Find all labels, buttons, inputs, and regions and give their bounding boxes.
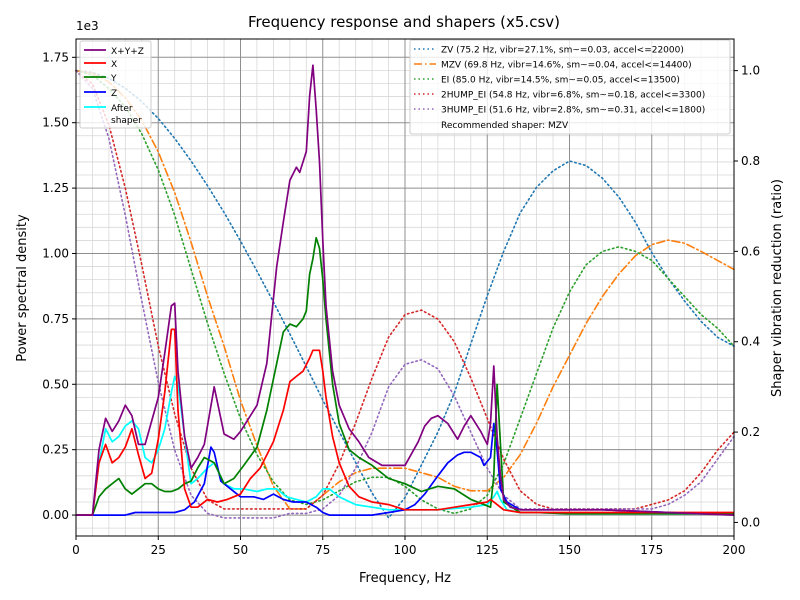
y2-axis-label: Shaper vibration reduction (ratio) (770, 179, 785, 397)
x-tick-label: 150 (558, 543, 581, 557)
x-tick-label: 200 (723, 543, 746, 557)
y-tick-label: 0.00 (42, 508, 69, 522)
recommended-shaper-label: Recommended shaper: MZV (441, 121, 569, 131)
axis-ticks: 0 25 50 75 100 125 150 175 200 0.00 0.25 0.50 0.75 1.… (42, 50, 760, 557)
psd-legend-label: Z (111, 89, 117, 99)
x-tick-label: 75 (315, 543, 330, 557)
x-tick-label: 50 (233, 543, 248, 557)
y2-tick-label: 1.0 (741, 64, 760, 78)
y2-tick-label: 0.6 (741, 244, 760, 258)
psd-line-y (76, 236, 734, 516)
y-tick-label: 0.25 (42, 443, 69, 457)
shaper-legend-box (409, 39, 731, 135)
psd-line-x-y-z (76, 64, 735, 516)
y-tick-label: 0.50 (42, 377, 69, 391)
shaper-line-mzv (75, 69, 735, 510)
y2-tick-label: 0.8 (741, 154, 760, 168)
psd-legend-label: X (111, 60, 117, 70)
psd-legend-label: After (111, 104, 133, 114)
shaper-line-3hump-ei (75, 69, 735, 519)
y2-tick-label: 0.4 (741, 335, 760, 349)
shaper-legend-label: EI (85.0 Hz, vibr=14.5%, sm~=0.05, accel… (441, 76, 680, 86)
y2-tick-label: 0.2 (741, 425, 760, 439)
x-tick-label: 125 (476, 543, 499, 557)
y-tick-label: 1.25 (42, 181, 69, 195)
x-tick-label: 175 (640, 543, 663, 557)
x-axis-label: Frequency, Hz (359, 571, 451, 586)
psd-legend-label: shaper (111, 116, 142, 126)
chart-title: Frequency response and shapers (x5.csv) (248, 13, 560, 31)
y-axis-label: Power spectral density (15, 214, 30, 362)
y-tick-label: 1.75 (42, 50, 69, 64)
psd-legend: X+Y+Z XYZ After shaper (79, 40, 152, 129)
shaper-legend-label: ZV (75.2 Hz, vibr=27.1%, sm~=0.03, accel… (441, 46, 684, 56)
psd-legend-label: X+Y+Z (111, 47, 144, 57)
y-tick-label: 0.75 (42, 312, 69, 326)
psd-line-x (76, 328, 734, 516)
shaper-legend-label: MZV (69.8 Hz, vibr=14.6%, sm~=0.04, acce… (441, 61, 692, 71)
psd-legend-label: Y (110, 74, 117, 84)
y-tick-label: 1.50 (42, 116, 69, 130)
shaper-curves (75, 69, 735, 520)
y-offset-label: 1e3 (76, 19, 99, 33)
x-tick-label: 25 (151, 543, 166, 557)
shaper-legend: ZV (75.2 Hz, vibr=27.1%, sm~=0.03, accel… (409, 39, 731, 135)
shaper-line-ei (75, 69, 735, 515)
shaper-legend-label: 3HUMP_EI (51.6 Hz, vibr=2.8%, sm~=0.31, … (441, 106, 705, 116)
y-tick-label: 1.00 (42, 246, 69, 260)
shaper-legend-label: 2HUMP_EI (54.8 Hz, vibr=6.8%, sm~=0.18, … (441, 91, 705, 101)
psd-curves (76, 64, 735, 516)
x-tick-label: 100 (394, 543, 417, 557)
shaper-line-zv (75, 69, 735, 520)
y2-tick-label: 0.0 (741, 515, 760, 529)
psd-line-after-shaper (76, 375, 734, 516)
x-tick-label: 0 (72, 543, 80, 557)
